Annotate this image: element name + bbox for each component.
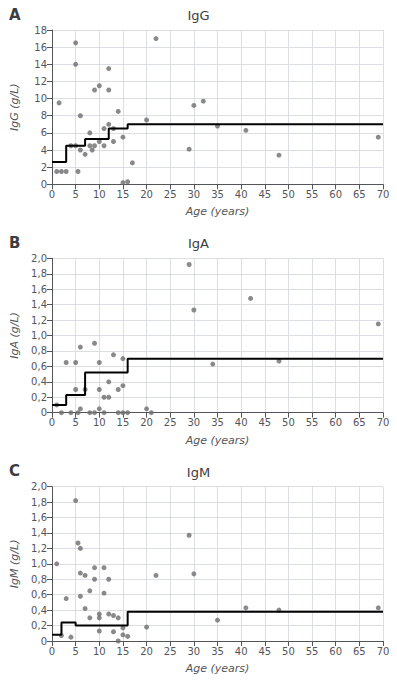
svg-text:0: 0	[41, 407, 47, 418]
svg-text:1,0: 1,0	[31, 330, 47, 341]
svg-text:14: 14	[34, 59, 47, 70]
svg-text:35: 35	[211, 189, 224, 200]
svg-text:1,6: 1,6	[31, 284, 47, 295]
svg-text:15: 15	[117, 417, 130, 428]
svg-text:10: 10	[93, 417, 106, 428]
svg-text:65: 65	[353, 417, 366, 428]
svg-text:Age (years): Age (years)	[185, 662, 250, 675]
svg-text:60: 60	[329, 417, 342, 428]
svg-text:2: 2	[41, 162, 47, 173]
svg-text:20: 20	[140, 189, 153, 200]
svg-text:18: 18	[34, 25, 47, 36]
svg-text:2,0: 2,0	[31, 253, 47, 264]
svg-text:Age (years): Age (years)	[185, 434, 250, 447]
svg-text:0: 0	[41, 179, 47, 190]
svg-text:30: 30	[187, 417, 200, 428]
svg-text:30: 30	[187, 646, 200, 657]
svg-text:5: 5	[72, 646, 78, 657]
svg-text:IgA: IgA	[188, 236, 209, 251]
svg-text:1,8: 1,8	[31, 497, 47, 508]
svg-text:8: 8	[41, 110, 47, 121]
svg-text:A: A	[9, 6, 21, 24]
svg-text:12: 12	[34, 76, 47, 87]
svg-text:30: 30	[187, 189, 200, 200]
svg-text:0: 0	[49, 417, 55, 428]
svg-text:0,2: 0,2	[31, 620, 47, 631]
svg-text:15: 15	[117, 189, 130, 200]
svg-text:1,2: 1,2	[31, 315, 47, 326]
svg-text:0: 0	[49, 646, 55, 657]
svg-text:40: 40	[235, 646, 248, 657]
svg-text:IgG (g/L): IgG (g/L)	[8, 83, 21, 131]
svg-text:0,4: 0,4	[31, 605, 47, 616]
svg-text:50: 50	[282, 189, 295, 200]
svg-text:70: 70	[377, 646, 390, 657]
svg-text:IgG: IgG	[187, 8, 209, 23]
svg-text:10: 10	[34, 93, 47, 104]
svg-text:20: 20	[140, 646, 153, 657]
svg-text:0: 0	[49, 189, 55, 200]
svg-text:1,6: 1,6	[31, 512, 47, 523]
svg-text:65: 65	[353, 189, 366, 200]
svg-text:0,8: 0,8	[31, 574, 47, 585]
svg-text:0,4: 0,4	[31, 376, 47, 387]
svg-text:10: 10	[93, 189, 106, 200]
svg-text:IgM: IgM	[187, 465, 210, 480]
svg-text:55: 55	[306, 646, 319, 657]
svg-text:1,2: 1,2	[31, 543, 47, 554]
svg-text:55: 55	[306, 417, 319, 428]
svg-text:60: 60	[329, 646, 342, 657]
svg-text:5: 5	[72, 189, 78, 200]
svg-text:50: 50	[282, 417, 295, 428]
svg-text:1,0: 1,0	[31, 558, 47, 569]
svg-text:35: 35	[211, 646, 224, 657]
svg-text:IgA (g/L): IgA (g/L)	[8, 312, 21, 359]
svg-text:35: 35	[211, 417, 224, 428]
svg-text:4: 4	[41, 145, 47, 156]
svg-text:45: 45	[258, 417, 271, 428]
svg-text:40: 40	[235, 189, 248, 200]
svg-text:6: 6	[41, 127, 47, 138]
svg-text:IgM (g/L): IgM (g/L)	[8, 540, 21, 589]
svg-text:45: 45	[258, 189, 271, 200]
svg-text:25: 25	[164, 646, 177, 657]
svg-text:2,0: 2,0	[31, 481, 47, 492]
svg-text:B: B	[9, 234, 20, 252]
svg-text:0,6: 0,6	[31, 589, 47, 600]
svg-text:25: 25	[164, 417, 177, 428]
svg-text:0,8: 0,8	[31, 345, 47, 356]
svg-text:15: 15	[117, 646, 130, 657]
svg-text:55: 55	[306, 189, 319, 200]
svg-text:1,4: 1,4	[31, 527, 47, 538]
svg-text:50: 50	[282, 646, 295, 657]
svg-text:0: 0	[41, 636, 47, 647]
svg-text:70: 70	[377, 417, 390, 428]
svg-text:0,6: 0,6	[31, 361, 47, 372]
svg-text:20: 20	[140, 417, 153, 428]
svg-text:70: 70	[377, 189, 390, 200]
svg-text:16: 16	[34, 42, 47, 53]
svg-text:25: 25	[164, 189, 177, 200]
svg-text:65: 65	[353, 646, 366, 657]
svg-text:1,8: 1,8	[31, 268, 47, 279]
svg-text:0,2: 0,2	[31, 392, 47, 403]
svg-text:C: C	[9, 462, 20, 480]
svg-text:60: 60	[329, 189, 342, 200]
svg-text:Age (years): Age (years)	[185, 205, 250, 218]
svg-text:10: 10	[93, 646, 106, 657]
svg-text:5: 5	[72, 417, 78, 428]
svg-text:1,4: 1,4	[31, 299, 47, 310]
svg-text:45: 45	[258, 646, 271, 657]
svg-text:40: 40	[235, 417, 248, 428]
